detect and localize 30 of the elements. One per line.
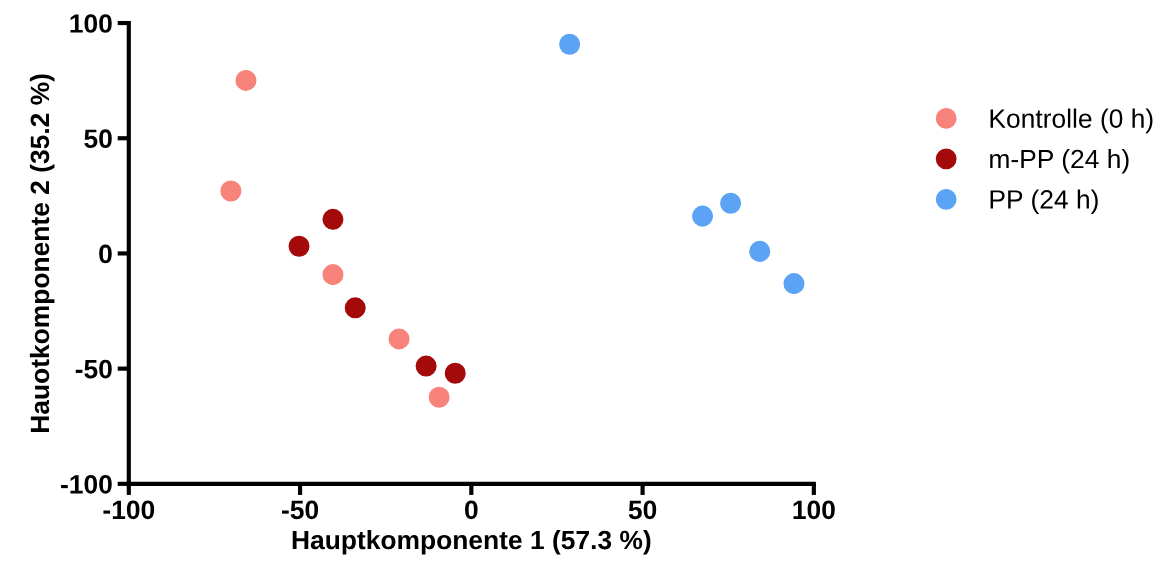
x-tick-label: -50	[282, 500, 319, 520]
x-tick-label: 50	[628, 500, 657, 520]
point	[388, 328, 410, 350]
legend-label: Kontrolle (0 h)	[990, 108, 1153, 134]
point	[559, 33, 581, 55]
y-tick-label: -100	[61, 474, 112, 494]
y-axis-title: Hauotkomponente 2 (35.2 %)	[29, 74, 55, 433]
y-tick-label: 50	[84, 129, 112, 149]
legend-label: m-PP (24 h)	[990, 148, 1129, 174]
y-tick-label: 100	[70, 14, 112, 33]
point	[220, 180, 242, 202]
x-tick-label: 0	[465, 500, 478, 520]
point	[235, 69, 257, 91]
point	[692, 205, 714, 227]
x-tick-label: 100	[793, 500, 835, 520]
point	[749, 240, 771, 262]
x-tick-label: -100	[103, 500, 155, 520]
y-tick-label: -50	[75, 359, 112, 379]
legend-label: PP (24 h)	[990, 189, 1098, 214]
y-tick-label: 0	[99, 244, 112, 264]
point	[720, 192, 742, 214]
point	[322, 264, 344, 286]
point	[288, 235, 310, 257]
point	[415, 355, 437, 377]
point	[322, 208, 344, 230]
point	[428, 386, 450, 408]
point	[344, 297, 366, 319]
point	[444, 362, 466, 384]
x-axis-title: Hauptkomponente 1 (57.3 %)	[292, 529, 651, 555]
point	[783, 273, 805, 295]
